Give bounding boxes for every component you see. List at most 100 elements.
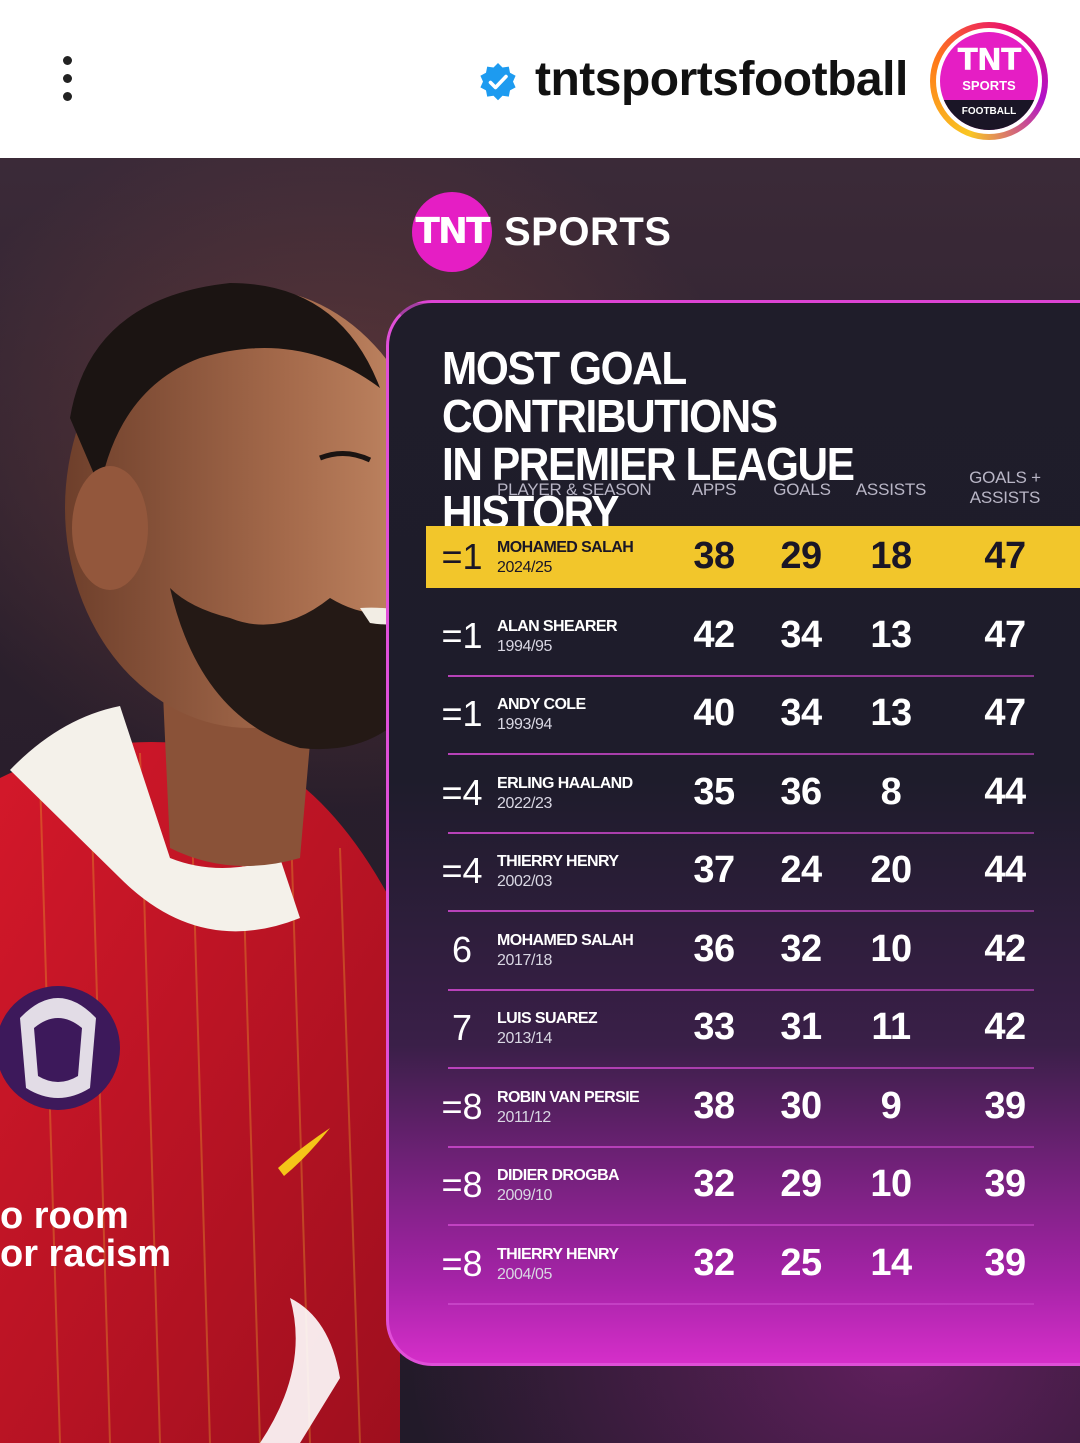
player-name-cell: LUIS SUAREZ xyxy=(497,1010,598,1027)
goals-cell: 34 xyxy=(780,613,822,656)
tnt-logo-mark: TNT xyxy=(415,211,490,252)
tnt-logo-circle xyxy=(412,192,492,272)
season-cell: 2013/14 xyxy=(497,1030,553,1047)
shirt-slogan-line2: or racism xyxy=(0,1233,171,1275)
col-header-player: PLAYER & SEASON xyxy=(497,480,652,499)
more-options-icon[interactable] xyxy=(56,56,78,108)
apps-cell: 36 xyxy=(693,927,735,970)
player-name-cell: THIERRY HENRY xyxy=(497,853,619,870)
row-divider xyxy=(448,1224,1034,1226)
player-photo: o room or racism xyxy=(0,283,442,1443)
goals-cell: 24 xyxy=(780,849,822,891)
graphic-title: MOST GOAL CONTRIBUTIONS IN PREMIER LEAGU… xyxy=(442,344,1029,536)
row-divider xyxy=(448,753,1034,755)
goals-assists-cell: 47 xyxy=(984,535,1026,577)
tnt-sports-logo: TNT SPORTS xyxy=(412,192,682,272)
post-header: tntsportsfootball TNT SPORTS FOOTBALL xyxy=(0,0,1080,158)
goals-cell: 34 xyxy=(780,692,822,734)
goals-assists-cell: 39 xyxy=(984,1084,1026,1127)
player-name-cell: ROBIN VAN PERSIE xyxy=(497,1088,640,1106)
rank-cell: =1 xyxy=(441,536,483,577)
row-divider xyxy=(448,831,1034,834)
assists-cell: 10 xyxy=(870,927,912,970)
goals-cell: 36 xyxy=(780,770,822,813)
apps-cell: 33 xyxy=(693,1006,735,1048)
nike-swoosh-icon xyxy=(278,1128,330,1176)
goals-assists-cell: 44 xyxy=(984,770,1026,813)
col-header-assists: ASSISTS xyxy=(855,480,927,499)
goals-cell: 25 xyxy=(780,1241,822,1284)
player-name-cell: ANDY COLE xyxy=(497,696,586,713)
apps-cell: 37 xyxy=(693,849,735,891)
apps-cell: 32 xyxy=(693,1163,735,1205)
player-name-cell: DIDIER DROGBA xyxy=(497,1167,620,1184)
title-line-1: MOST GOAL CONTRIBUTIONS xyxy=(442,342,778,442)
row-divider xyxy=(448,1145,1034,1148)
row-divider xyxy=(448,1302,1034,1305)
player-name-cell: ALAN SHEARER xyxy=(497,617,618,635)
goals-cell: 31 xyxy=(780,1006,822,1048)
account-name[interactable]: tntsportsfootball xyxy=(535,53,908,106)
goals-cell: 30 xyxy=(780,1084,822,1127)
assists-cell: 18 xyxy=(870,535,912,577)
goals-assists-cell: 42 xyxy=(984,1006,1026,1048)
rank-cell: =8 xyxy=(441,1085,483,1127)
player-name-cell: MOHAMED SALAH xyxy=(497,539,634,556)
season-cell: 2011/12 xyxy=(497,1108,551,1126)
premier-league-badge-icon xyxy=(0,986,120,1110)
avatar-logo-football: FOOTBALL xyxy=(940,100,1038,130)
player-name-cell: THIERRY HENRY xyxy=(497,1245,619,1263)
apps-cell: 38 xyxy=(693,1084,735,1127)
col-header-apps: APPS xyxy=(691,480,737,499)
assists-cell: 13 xyxy=(870,613,912,656)
rank-cell: =4 xyxy=(441,850,483,891)
assists-cell: 20 xyxy=(870,849,912,891)
player-name-cell: MOHAMED SALAH xyxy=(497,931,634,949)
season-cell: 2009/10 xyxy=(497,1187,553,1204)
goals-assists-cell: 44 xyxy=(984,849,1026,891)
rank-cell: =4 xyxy=(441,771,483,813)
tnt-logo-word: SPORTS xyxy=(504,210,672,254)
col-header-goals: GOALS xyxy=(773,480,831,499)
season-cell: 2004/05 xyxy=(497,1265,553,1283)
apps-cell: 35 xyxy=(693,770,735,813)
season-cell: 1994/95 xyxy=(497,637,553,655)
col-header-ga-line2: ASSISTS xyxy=(969,488,1041,507)
goals-assists-cell: 39 xyxy=(984,1163,1026,1205)
apps-cell: 42 xyxy=(693,613,735,656)
season-cell: 1993/94 xyxy=(497,716,553,733)
col-header-goals-assists: GOALS + ASSISTS xyxy=(960,468,1050,508)
assists-cell: 11 xyxy=(871,1006,911,1048)
assists-cell: 14 xyxy=(870,1241,912,1284)
rank-cell: =8 xyxy=(441,1242,483,1284)
goals-cell: 32 xyxy=(780,927,822,970)
apps-cell: 40 xyxy=(693,692,735,734)
row-divider xyxy=(448,988,1034,991)
post-image[interactable]: o room or racism TNT SPORTS MOST GOAL CO… xyxy=(0,158,1080,1443)
season-cell: 2024/25 xyxy=(497,559,553,576)
account-avatar[interactable]: TNT SPORTS FOOTBALL xyxy=(930,22,1048,140)
player-name-cell: ERLING HAALAND xyxy=(497,774,633,792)
season-cell: 2002/03 xyxy=(497,873,553,890)
goals-cell: 29 xyxy=(780,535,822,577)
assists-cell: 8 xyxy=(880,770,902,813)
goals-assists-cell: 39 xyxy=(984,1241,1026,1284)
assists-cell: 10 xyxy=(870,1163,912,1205)
apps-cell: 38 xyxy=(693,535,735,577)
goals-assists-cell: 47 xyxy=(984,613,1026,656)
rank-cell: =8 xyxy=(441,1164,483,1205)
goals-assists-cell: 42 xyxy=(984,927,1026,970)
assists-cell: 13 xyxy=(870,692,912,734)
shirt-slogan-line1: o room xyxy=(0,1195,129,1237)
highlight-row-bg xyxy=(426,526,1080,588)
row-divider xyxy=(448,910,1034,912)
avatar-logo-sports: SPORTS xyxy=(962,78,1016,93)
season-cell: 2017/18 xyxy=(497,951,553,969)
assists-cell: 9 xyxy=(880,1084,902,1127)
rank-cell: =1 xyxy=(441,614,483,656)
goals-cell: 29 xyxy=(780,1163,822,1205)
goals-assists-cell: 47 xyxy=(984,692,1026,734)
apps-cell: 32 xyxy=(693,1241,735,1284)
season-cell: 2022/23 xyxy=(497,794,553,812)
rank-cell: =1 xyxy=(441,693,483,734)
